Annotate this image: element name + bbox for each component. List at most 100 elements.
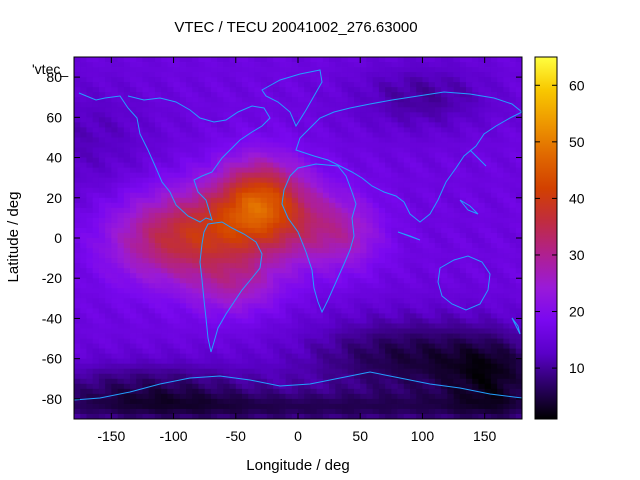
- heatmap-cell: [484, 207, 492, 214]
- heatmap-cell: [161, 328, 168, 334]
- heatmap-cell: [372, 358, 380, 365]
- heatmap-cell: [179, 122, 187, 128]
- heatmap-cell: [472, 122, 479, 128]
- heatmap-cell: [447, 328, 454, 334]
- heatmap-cell: [391, 127, 398, 133]
- heatmap-cell: [161, 298, 168, 304]
- heatmap-cell: [273, 157, 280, 163]
- heatmap-cell: [148, 283, 156, 289]
- heatmap-cell: [497, 378, 504, 385]
- heatmap-cell: [298, 308, 305, 314]
- heatmap-cell: [98, 268, 106, 274]
- heatmap-cell: [105, 318, 112, 324]
- heatmap-cell: [154, 273, 162, 279]
- heatmap-cell: [235, 363, 243, 370]
- heatmap-cell: [142, 177, 150, 184]
- heatmap-cell: [279, 373, 286, 380]
- heatmap-cell: [98, 338, 106, 344]
- heatmap-cell: [192, 202, 199, 209]
- heatmap-cell: [173, 152, 181, 158]
- heatmap-cell: [105, 92, 112, 98]
- heatmap-cell: [260, 227, 268, 234]
- heatmap-cell: [210, 187, 218, 194]
- heatmap-cell: [260, 62, 268, 68]
- heatmap-cell: [105, 212, 112, 219]
- heatmap-cell: [92, 333, 100, 339]
- heatmap-cell: [329, 147, 336, 153]
- heatmap-cell: [254, 197, 262, 204]
- heatmap-cell: [204, 368, 212, 375]
- heatmap-cell: [260, 273, 268, 279]
- heatmap-cell: [329, 303, 336, 309]
- heatmap-cell: [111, 318, 118, 324]
- heatmap-cell: [198, 122, 206, 128]
- heatmap-cell: [210, 343, 218, 350]
- heatmap-cell: [354, 152, 361, 158]
- heatmap-cell: [229, 217, 237, 224]
- heatmap-cell: [304, 298, 311, 304]
- heatmap-cell: [515, 112, 523, 118]
- heatmap-cell: [329, 328, 336, 334]
- heatmap-cell: [509, 303, 517, 309]
- heatmap-cell: [279, 57, 286, 63]
- heatmap-cell: [490, 172, 498, 179]
- heatmap-cell: [509, 373, 517, 380]
- heatmap-cell: [148, 82, 156, 88]
- heatmap-cell: [391, 238, 398, 244]
- heatmap-cell: [335, 72, 342, 78]
- heatmap-cell: [366, 373, 374, 380]
- heatmap-cell: [285, 238, 293, 244]
- heatmap-cell: [397, 343, 405, 350]
- heatmap-cell: [298, 318, 305, 324]
- heatmap-cell: [341, 132, 349, 138]
- heatmap-cell: [366, 112, 374, 118]
- heatmap-cell: [403, 383, 411, 390]
- heatmap-cell: [204, 293, 212, 299]
- heatmap-cell: [472, 363, 479, 370]
- heatmap-cell: [329, 202, 336, 209]
- heatmap-cell: [217, 268, 224, 274]
- heatmap-cell: [161, 167, 168, 174]
- heatmap-cell: [503, 323, 510, 329]
- heatmap-cell: [497, 283, 504, 289]
- heatmap-cell: [453, 97, 461, 103]
- heatmap-cell: [167, 172, 174, 179]
- heatmap-cell: [161, 243, 168, 249]
- heatmap-cell: [148, 77, 156, 83]
- heatmap-cell: [459, 72, 467, 78]
- heatmap-cell: [372, 268, 380, 274]
- heatmap-cell: [503, 273, 510, 279]
- heatmap-cell: [391, 142, 398, 148]
- heatmap-cell: [273, 112, 280, 118]
- heatmap-cell: [322, 333, 330, 339]
- heatmap-cell: [322, 132, 330, 138]
- heatmap-cell: [503, 77, 510, 83]
- heatmap-cell: [335, 177, 342, 184]
- heatmap-cell: [273, 152, 280, 158]
- heatmap-cell: [335, 167, 342, 174]
- heatmap-cell: [403, 112, 411, 118]
- heatmap-cell: [354, 283, 361, 289]
- heatmap-cell: [204, 187, 212, 194]
- heatmap-cell: [248, 263, 255, 269]
- heatmap-cell: [254, 363, 262, 370]
- heatmap-cell: [434, 87, 442, 93]
- heatmap-cell: [372, 258, 380, 264]
- heatmap-cell: [186, 283, 193, 289]
- heatmap-cell: [434, 142, 442, 148]
- heatmap-cell: [260, 212, 268, 219]
- heatmap-cell: [285, 217, 293, 224]
- heatmap-cell: [154, 293, 162, 299]
- heatmap-cell: [86, 147, 94, 153]
- heatmap-cell: [447, 227, 454, 234]
- heatmap-cell: [154, 343, 162, 350]
- heatmap-cell: [204, 212, 212, 219]
- heatmap-cell: [80, 308, 87, 314]
- heatmap-cell: [235, 232, 243, 239]
- heatmap-cell: [173, 122, 181, 128]
- heatmap-cell: [434, 67, 442, 73]
- heatmap-cell: [403, 142, 411, 148]
- heatmap-cell: [397, 92, 405, 98]
- heatmap-cell: [279, 353, 286, 360]
- heatmap-cell: [298, 57, 305, 63]
